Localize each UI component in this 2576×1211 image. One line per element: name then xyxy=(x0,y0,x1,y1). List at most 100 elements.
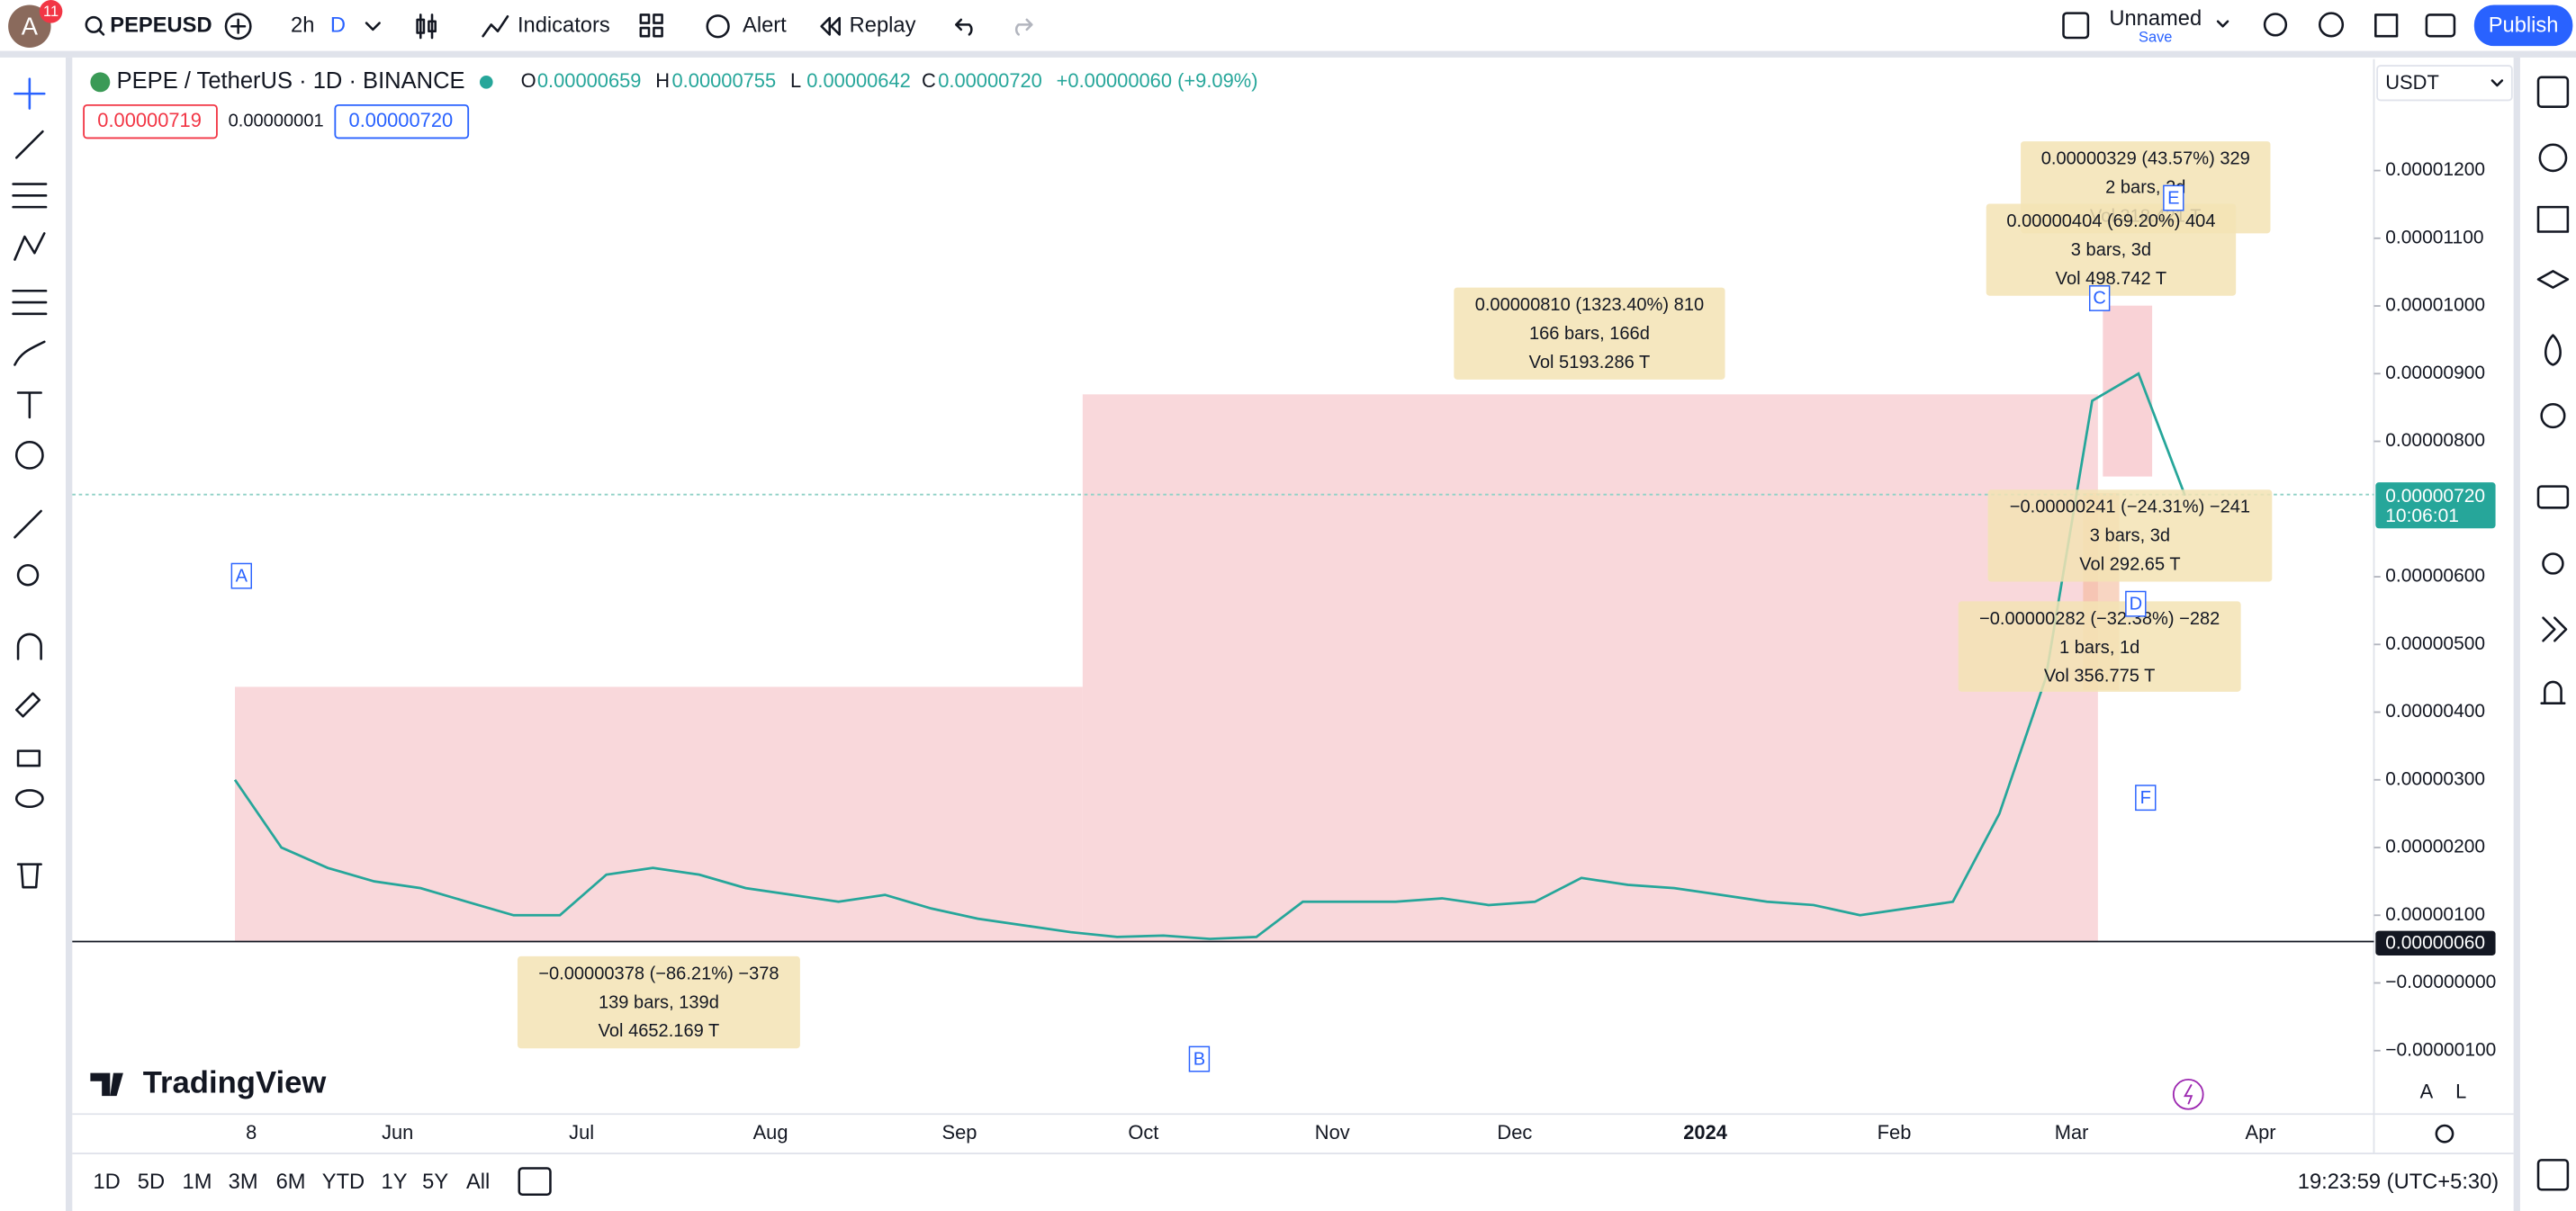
watchlist[interactable] xyxy=(2536,76,2570,108)
replay-panel[interactable] xyxy=(2542,616,2568,642)
calendar[interactable] xyxy=(2536,1159,2570,1191)
marker-box[interactable] xyxy=(1188,1045,1211,1072)
draw-mode[interactable] xyxy=(14,692,41,718)
bid: 0.00000719 xyxy=(97,109,202,131)
interval-d[interactable]: D xyxy=(330,13,346,37)
range-button[interactable]: 3M xyxy=(229,1171,258,1194)
alert-button[interactable]: Alert xyxy=(743,13,787,37)
save-status[interactable]: Save xyxy=(2139,29,2172,45)
quick-search[interactable] xyxy=(2263,13,2288,37)
publish-button[interactable] xyxy=(2473,4,2573,47)
brush-tool[interactable] xyxy=(14,340,46,366)
forecast-tool[interactable] xyxy=(12,289,48,316)
marker-box[interactable] xyxy=(2135,785,2157,812)
price-label: 0.00000400 xyxy=(2385,701,2485,722)
range-button[interactable]: 5D xyxy=(138,1171,165,1194)
snapshot[interactable] xyxy=(2425,13,2456,38)
indicators-button[interactable]: Indicators xyxy=(518,13,610,37)
magnet-tool[interactable] xyxy=(16,632,42,660)
price-label: 0.00000100 xyxy=(2385,904,2485,925)
range-button[interactable]: YTD xyxy=(322,1171,365,1194)
range-button[interactable]: 5Y xyxy=(422,1171,448,1194)
ohlc-value: 0.00000659 xyxy=(537,69,642,92)
layers[interactable] xyxy=(2536,270,2570,289)
range-button[interactable]: All xyxy=(466,1171,490,1194)
chats[interactable] xyxy=(2536,485,2570,509)
notifications[interactable] xyxy=(2540,680,2566,704)
marker: F xyxy=(2140,788,2151,808)
indicators-icon xyxy=(482,14,509,38)
range-shape[interactable] xyxy=(1082,394,2098,942)
crosshair-tool[interactable] xyxy=(14,77,46,110)
measure-text: Vol 5193.286 T xyxy=(1529,353,1651,372)
alerts[interactable] xyxy=(2538,143,2568,173)
symbol-search[interactable]: PEPEUSD xyxy=(110,13,212,37)
marker-box[interactable] xyxy=(2088,285,2111,311)
publish-label: Publish xyxy=(2489,13,2559,37)
avatar-letter: A xyxy=(22,12,39,40)
price-line xyxy=(233,372,2186,940)
measure-box[interactable] xyxy=(1987,489,2273,582)
hotlists[interactable] xyxy=(2544,334,2562,366)
range-button[interactable]: 6M xyxy=(276,1171,306,1194)
axis-mode[interactable]: A xyxy=(2420,1080,2434,1102)
pattern-tool[interactable] xyxy=(14,232,46,261)
right-separator xyxy=(2513,57,2520,1211)
layout-name[interactable]: Unnamed xyxy=(2109,7,2202,31)
ohlc-key: L xyxy=(790,69,801,92)
measure-box[interactable] xyxy=(1958,601,2241,692)
streams[interactable] xyxy=(2542,552,2564,575)
date-range-icon[interactable] xyxy=(518,1167,552,1197)
currency-select[interactable] xyxy=(2376,65,2513,102)
range-button[interactable]: 1D xyxy=(93,1171,120,1194)
sell-button[interactable] xyxy=(83,103,218,139)
candles-icon[interactable] xyxy=(416,13,437,40)
events-icon[interactable] xyxy=(2172,1078,2204,1110)
lock-tool[interactable] xyxy=(16,749,41,767)
measure-box[interactable] xyxy=(1454,287,1725,380)
zoom-tool[interactable] xyxy=(16,563,40,587)
marker: B xyxy=(1193,1049,1205,1069)
crosshair-tag xyxy=(2375,930,2496,955)
marker-box[interactable] xyxy=(2163,184,2184,211)
undo[interactable] xyxy=(955,18,973,36)
redo[interactable] xyxy=(1014,18,1033,36)
ruler-tool[interactable] xyxy=(14,509,42,539)
fib-tool[interactable] xyxy=(12,183,48,209)
emoji-tool[interactable] xyxy=(14,441,44,470)
axis-settings[interactable] xyxy=(2435,1124,2454,1144)
range-button[interactable]: 1M xyxy=(183,1171,212,1194)
templates-icon[interactable] xyxy=(639,13,663,38)
change: +0.00000060 (+9.09%) xyxy=(1057,69,1258,92)
axis-mode[interactable]: L xyxy=(2455,1080,2466,1102)
add-symbol[interactable] xyxy=(224,13,252,40)
layout-dropdown[interactable] xyxy=(2216,20,2229,28)
visibility-tool[interactable] xyxy=(14,789,44,809)
news[interactable] xyxy=(2536,205,2570,233)
ohlc-value: 0.00000720 xyxy=(938,69,1042,92)
measure-box[interactable] xyxy=(1986,203,2237,296)
time-label: Dec xyxy=(1497,1121,1532,1144)
layout-icon[interactable] xyxy=(2062,12,2090,40)
buy-button[interactable] xyxy=(334,103,470,139)
left-separator xyxy=(66,57,73,1211)
search-icon xyxy=(85,15,103,33)
trend-line-tool[interactable] xyxy=(14,130,44,159)
remove-tool[interactable] xyxy=(16,863,42,889)
marker-box[interactable] xyxy=(2125,590,2147,617)
currency-dropdown xyxy=(2490,79,2504,87)
measure-box[interactable] xyxy=(517,955,800,1049)
alert-icon xyxy=(706,14,730,39)
text-tool[interactable] xyxy=(16,391,42,419)
replay-button[interactable]: Replay xyxy=(850,13,916,37)
range-shape[interactable] xyxy=(235,686,1083,942)
range-button[interactable]: 1Y xyxy=(382,1171,408,1194)
marker-box[interactable] xyxy=(230,562,252,589)
settings[interactable] xyxy=(2318,12,2345,38)
marker: A xyxy=(236,566,248,586)
fullscreen[interactable] xyxy=(2374,13,2399,38)
interval[interactable]: 2h xyxy=(291,13,314,37)
price-label: −0.00000100 xyxy=(2385,1039,2496,1060)
dropdown[interactable] xyxy=(365,22,381,31)
ideas[interactable] xyxy=(2540,402,2566,429)
